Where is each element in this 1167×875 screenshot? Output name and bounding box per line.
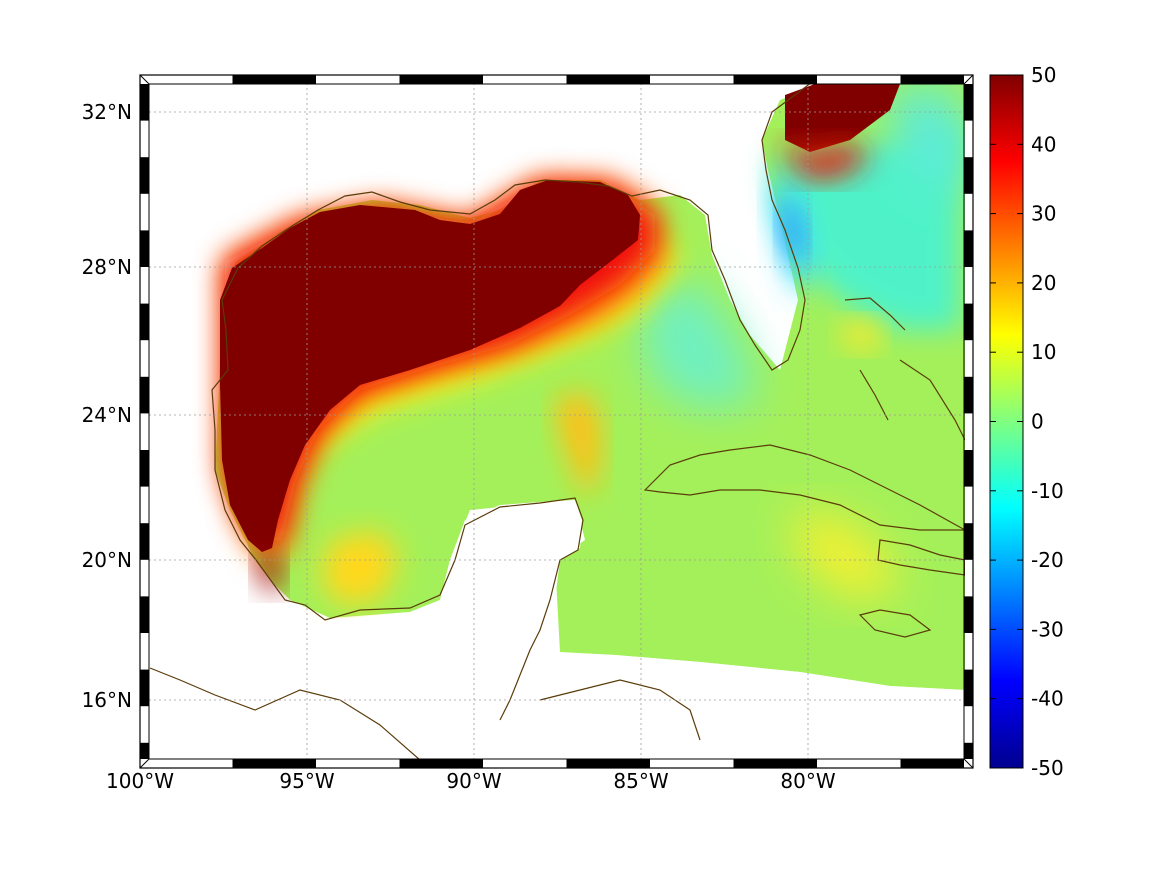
- colorbar-tick-neg30-label: -30: [1031, 617, 1064, 641]
- saturated-anomaly-shelf: [220, 180, 640, 552]
- y-tick-labels: 32°N 28°N 24°N 20°N 16°N: [82, 100, 132, 712]
- frame-segment-bottom: [733, 759, 817, 768]
- frame-segment-right: [964, 523, 973, 560]
- frame-corner: [139, 74, 150, 85]
- saturated-anomaly-atlantic: [785, 84, 900, 152]
- frame-segment-left: [140, 230, 149, 267]
- colorbar-tick-40-label: 40: [1031, 132, 1056, 156]
- colorbar-tick-neg20-label: -20: [1031, 548, 1064, 572]
- y-tick-label-20n: 20°N: [82, 548, 132, 572]
- frame-segment-left: [140, 596, 149, 633]
- caribbean-warm-patch: [790, 510, 900, 600]
- frame-segment-left: [140, 523, 149, 560]
- frame-corner: [963, 74, 974, 85]
- coastlines: [149, 83, 965, 760]
- hispaniola-coastline: [877, 539, 965, 576]
- bahamas-warm-patch: [840, 320, 880, 350]
- map-frame: [139, 74, 974, 769]
- x-tick-label-80w: 80°W: [780, 769, 835, 793]
- x-tick-label-100w: 100°W: [106, 769, 174, 793]
- south-strip: [548, 652, 965, 760]
- frame-segment-top: [232, 75, 316, 84]
- colorbar: 50 40 30 20 10 0 -10 -20 -30 -40 -50: [989, 63, 1064, 780]
- colorbar-tick-20-label: 20: [1031, 271, 1056, 295]
- frame-segment-right: [964, 376, 973, 414]
- yucatan-warm-patch: [320, 530, 400, 605]
- colorbar-ticks: 50 40 30 20 10 0 -10 -20 -30 -40 -50: [990, 63, 1064, 780]
- frame-segment-bottom: [566, 759, 650, 768]
- frame-segment-right: [964, 669, 973, 707]
- frame-segment-right: [964, 303, 973, 341]
- frame-segment-left: [140, 157, 149, 194]
- eastern-gulf-cyan: [640, 280, 760, 410]
- cuba-coastline: [643, 444, 965, 531]
- colorbar-tick-neg50-label: -50: [1031, 756, 1064, 780]
- saturated-anomaly-yucatan-corner: [256, 548, 282, 590]
- grid-lines: [149, 83, 965, 760]
- frame-segment-left: [140, 450, 149, 487]
- us-gulf-coastline: [211, 83, 812, 470]
- central-america-pacific-coast: [149, 667, 421, 760]
- colorbar-tick-neg40-label: -40: [1031, 687, 1064, 711]
- frame-segment-left: [140, 742, 149, 759]
- y-tick-label-24n: 24°N: [82, 403, 132, 427]
- frame-outer: [139, 74, 974, 769]
- frame-segment-right: [964, 450, 973, 487]
- x-tick-label-95w: 95°W: [279, 769, 334, 793]
- anomaly-field: [215, 84, 965, 690]
- colorbar-tick-10-label: 10: [1031, 340, 1056, 364]
- frame-segment-top: [733, 75, 817, 84]
- frame-corner: [963, 758, 974, 769]
- frame-segment-top: [900, 75, 964, 84]
- jamaica-coastline: [858, 609, 932, 638]
- colorbar-tick-30-label: 30: [1031, 202, 1056, 226]
- loop-current-orange: [555, 390, 600, 500]
- y-tick-label-16n: 16°N: [82, 688, 132, 712]
- frame-corner: [139, 758, 150, 769]
- bahamas-coastline: [844, 297, 965, 441]
- frame-inner: [148, 83, 965, 760]
- y-tick-label-32n: 32°N: [82, 100, 132, 124]
- frame-segment-right: [964, 596, 973, 633]
- negative-anomaly-east: [880, 85, 960, 200]
- frame-segment-left: [140, 669, 149, 707]
- frame-segment-bottom: [900, 759, 964, 768]
- atlantic-red-fringe: [780, 140, 870, 180]
- frame-segment-right: [964, 84, 973, 121]
- mexico-coastline: [214, 469, 584, 721]
- map-panel: [139, 74, 974, 769]
- frame-segment-left: [140, 376, 149, 414]
- frame-segment-bottom: [399, 759, 483, 768]
- frame-segment-left: [140, 84, 149, 121]
- colorbar-tick-neg10-label: -10: [1031, 479, 1064, 503]
- colorbar-tick-50-label: 50: [1031, 63, 1056, 87]
- frame-segment-top: [566, 75, 650, 84]
- frame-segment-right: [964, 742, 973, 759]
- x-tick-labels: 100°W 95°W 90°W 85°W 80°W: [106, 769, 836, 793]
- colorbar-tick-0-label: 0: [1031, 410, 1044, 434]
- negative-anomaly-blue: [780, 195, 805, 262]
- honduras-coastline: [539, 679, 701, 741]
- y-tick-label-28n: 28°N: [82, 255, 132, 279]
- frame-segment-top: [399, 75, 483, 84]
- frame-segment-bottom: [232, 759, 316, 768]
- frame-segment-right: [964, 230, 973, 267]
- frame-segment-right: [964, 157, 973, 194]
- x-tick-label-85w: 85°W: [613, 769, 668, 793]
- x-tick-label-90w: 90°W: [446, 769, 501, 793]
- frame-segment-left: [140, 303, 149, 341]
